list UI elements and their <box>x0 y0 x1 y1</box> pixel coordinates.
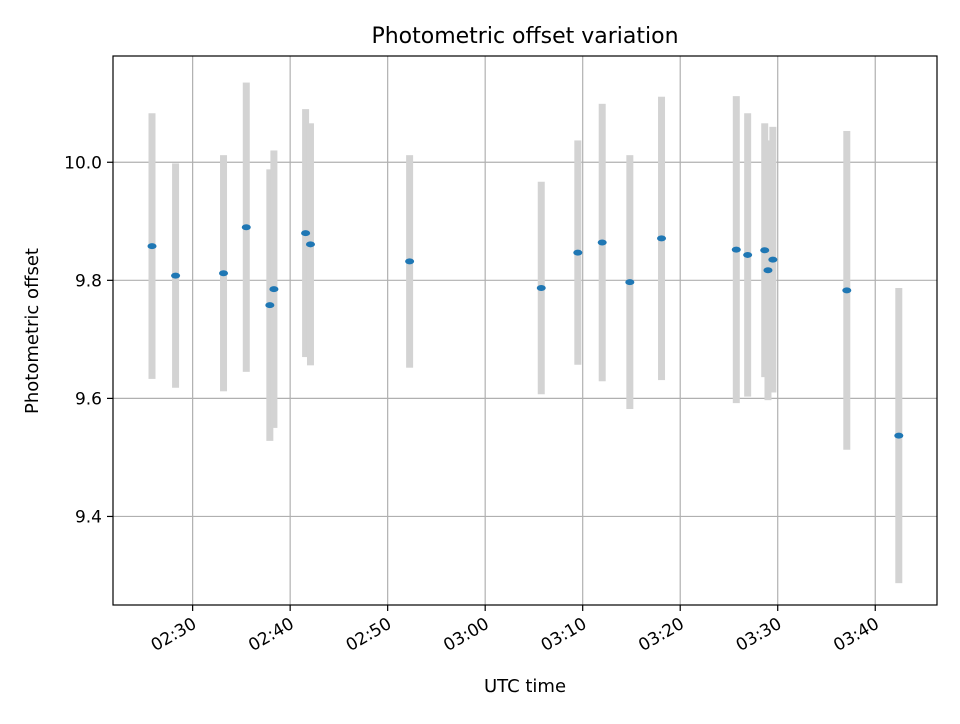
data-point <box>269 286 279 293</box>
y-axis-label: Photometric offset <box>22 248 43 414</box>
y-axis-ticks: 9.4 9.6 9.8 10.0 <box>64 153 113 527</box>
plot-frame <box>112 55 938 606</box>
y-tick-label: 9.4 <box>75 507 102 527</box>
data-point <box>731 246 741 253</box>
data-point <box>265 302 275 309</box>
data-point <box>573 249 583 256</box>
data-point <box>171 272 181 279</box>
data-point <box>301 230 311 237</box>
grid-lines <box>113 56 937 605</box>
y-tick-label: 9.6 <box>75 389 102 409</box>
data-point <box>763 267 773 274</box>
data-point <box>147 243 157 250</box>
data-point <box>842 287 852 294</box>
data-point <box>894 432 904 439</box>
x-axis-label: UTC time <box>484 676 566 697</box>
data-point <box>768 256 778 263</box>
data-point <box>743 251 753 258</box>
data-point <box>219 270 229 277</box>
data-points <box>147 224 904 439</box>
data-point <box>597 239 607 246</box>
data-point <box>241 224 251 231</box>
data-point <box>405 258 415 265</box>
chart-title: Photometric offset variation <box>371 24 678 49</box>
y-tick-label: 9.8 <box>75 271 102 291</box>
y-tick-label: 10.0 <box>64 153 102 173</box>
data-point <box>536 284 546 291</box>
data-point <box>657 235 667 242</box>
data-point <box>305 241 315 248</box>
data-point <box>760 247 770 254</box>
data-point <box>625 279 635 286</box>
